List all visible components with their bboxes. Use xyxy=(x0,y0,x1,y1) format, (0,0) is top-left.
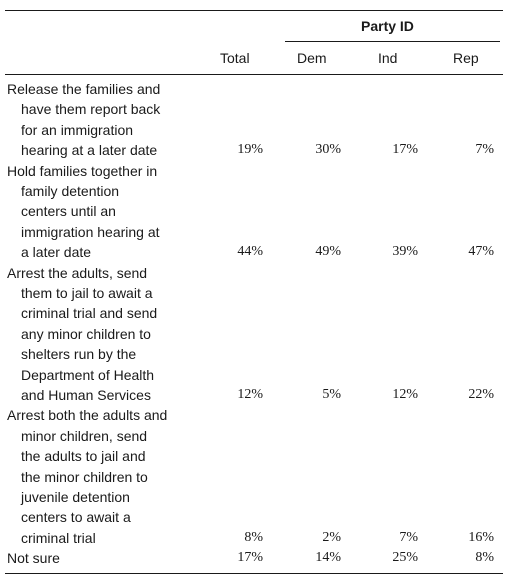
row-label-line: Release the families and xyxy=(7,81,161,97)
top-rule xyxy=(5,10,503,11)
row-label-line: centers to await a xyxy=(21,509,131,526)
value-total: 12% xyxy=(237,387,263,402)
value-ind: 39% xyxy=(392,244,418,260)
value-ind: 7% xyxy=(399,529,418,545)
row-label-line: any minor children to xyxy=(21,325,151,342)
value-dem: 2% xyxy=(322,529,341,545)
row-label-line: the minor children to xyxy=(21,468,148,485)
row-label-line: for an immigration xyxy=(21,121,134,138)
value-ind: 25% xyxy=(392,550,418,566)
row-label-line: criminal trial and send xyxy=(21,305,158,322)
row-label-line: juvenile detention xyxy=(21,489,130,506)
row-label-line: hearing at a later date xyxy=(21,142,158,159)
value-rep: 8% xyxy=(475,550,494,566)
value-total: 8% xyxy=(244,529,263,545)
value-dem: 30% xyxy=(315,142,341,158)
row-label: Release the families and have them report… xyxy=(7,79,160,161)
row-label-line: Arrest both the adults and xyxy=(7,407,168,424)
value-dem: 49% xyxy=(315,244,341,260)
row-label-line: Not sure xyxy=(7,550,60,567)
column-header-total: Total xyxy=(220,50,250,66)
row-label: Not sure xyxy=(7,548,60,568)
value-total: 44% xyxy=(237,244,263,260)
row-label-line: family detention xyxy=(21,183,120,199)
value-rep: 7% xyxy=(475,142,494,158)
column-header-ind: Ind xyxy=(378,50,398,66)
value-ind: 12% xyxy=(392,387,418,402)
row-label-line: minor children, send xyxy=(21,427,148,444)
value-total: 17% xyxy=(237,550,263,566)
row-label-line: them to jail to await a xyxy=(21,285,153,301)
value-rep: 22% xyxy=(468,387,494,402)
row-label-line: shelters run by the xyxy=(21,346,137,363)
row-label: Arrest both the adults and minor children… xyxy=(7,405,167,548)
header-bottom-rule xyxy=(5,74,503,75)
party-id-underline xyxy=(285,41,500,42)
bottom-rule xyxy=(5,573,503,574)
row-label-line: Hold families together in xyxy=(7,162,158,179)
value-total: 19% xyxy=(237,142,263,158)
row-label-line: Department of Health xyxy=(21,366,155,383)
value-ind: 17% xyxy=(392,142,418,158)
row-label: Arrest the adults, send them to jail to a… xyxy=(7,263,157,406)
row-label-line: and Human Services xyxy=(21,387,151,404)
value-dem: 5% xyxy=(322,387,341,402)
column-header-dem: Dem xyxy=(297,50,327,66)
value-rep: 47% xyxy=(468,244,494,260)
row-label-line: the adults to jail and xyxy=(21,448,146,465)
row-label: Hold families together in family detentio… xyxy=(7,161,160,263)
row-label-line: have them report back xyxy=(21,101,161,118)
value-rep: 16% xyxy=(468,529,494,545)
row-label-line: criminal trial xyxy=(21,529,96,546)
row-label-line: Arrest the adults, send xyxy=(7,264,148,281)
value-dem: 14% xyxy=(315,550,341,566)
party-id-header: Party ID xyxy=(361,18,414,34)
column-header-rep: Rep xyxy=(453,50,479,66)
row-label-line: centers until an xyxy=(21,203,116,220)
row-label-line: a later date xyxy=(21,244,92,261)
row-label-line: immigration hearing at xyxy=(21,223,160,240)
